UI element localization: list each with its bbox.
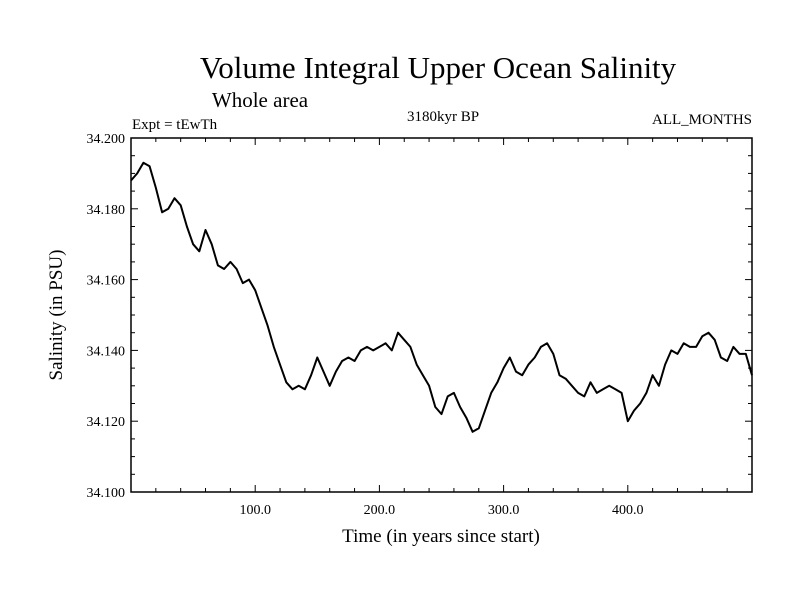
y-tick-label: 34.180: [87, 203, 126, 218]
y-tick-label: 34.200: [87, 132, 126, 147]
y-axis-ticks: 34.100 34.120 34.140 34.160 34.180 34.200: [87, 132, 752, 501]
salinity-series-line: [130, 161, 753, 433]
period-label: 3180kyr BP: [407, 109, 479, 125]
x-tick-label: 200.0: [364, 503, 396, 518]
plot-frame: [130, 137, 753, 493]
x-tick-label: 400.0: [612, 503, 644, 518]
y-tick-label: 34.160: [87, 274, 126, 289]
x-axis-ticks: 100.0 200.0 300.0 400.0: [155, 138, 728, 518]
experiment-label: Expt = tEwTh: [132, 117, 218, 133]
chart-title: Volume Integral Upper Ocean Salinity: [200, 50, 677, 85]
x-tick-label: 100.0: [239, 503, 271, 518]
y-axis-label: Salinity (in PSU): [46, 250, 67, 381]
x-axis-label: Time (in years since start): [342, 526, 540, 547]
chart-subtitle: Whole area: [212, 88, 309, 112]
x-tick-label: 300.0: [488, 503, 520, 518]
y-tick-label: 34.100: [87, 486, 126, 501]
y-tick-label: 34.120: [87, 415, 126, 430]
y-tick-label: 34.140: [87, 344, 126, 359]
months-label: ALL_MONTHS: [652, 112, 752, 128]
